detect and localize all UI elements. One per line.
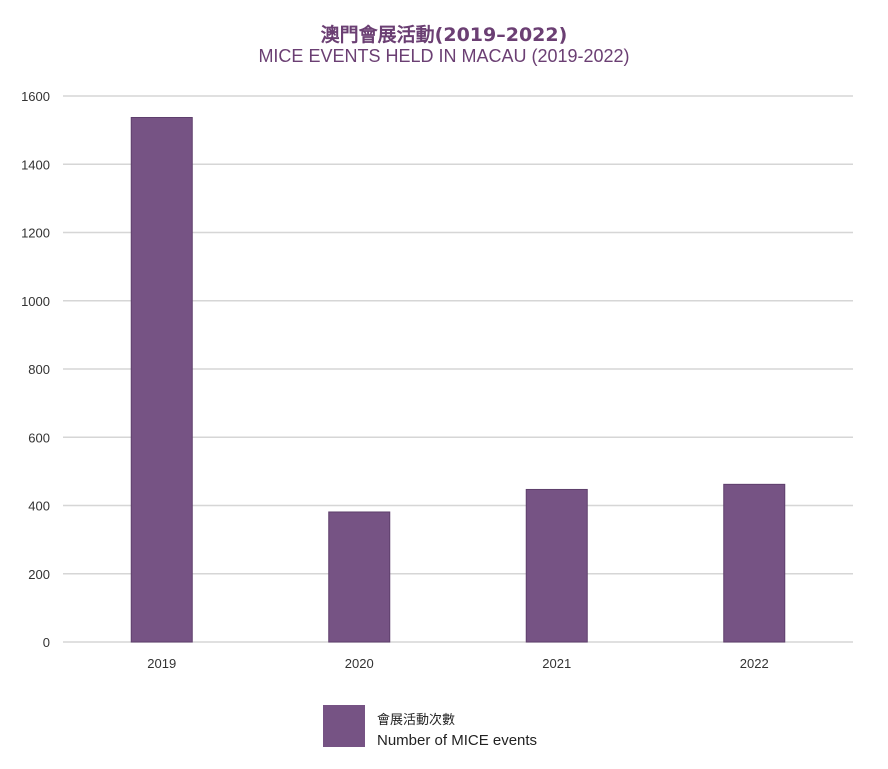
y-tick-label-1200: 1200 xyxy=(21,226,50,241)
chart-title: 澳門會展活動(2019–2022) xyxy=(320,24,568,46)
x-tick-label-2022: 2022 xyxy=(740,656,769,671)
bar-2020 xyxy=(328,511,391,643)
y-axis-ticks: 0 200 400 600 800 1000 1200 1400 1600 xyxy=(21,89,50,650)
legend-swatch xyxy=(323,705,365,747)
y-tick-label-800: 800 xyxy=(28,362,50,377)
bar-2019 xyxy=(130,116,193,643)
chart-subtitle: MICE EVENTS HELD IN MACAU (2019-2022) xyxy=(258,46,630,66)
y-tick-label-1600: 1600 xyxy=(21,89,50,104)
y-tick-label-0: 0 xyxy=(43,635,50,650)
bar-2022 xyxy=(723,483,786,643)
legend-label-zh: 會展活動次數 xyxy=(377,713,456,728)
y-tick-label-200: 200 xyxy=(28,567,50,582)
y-tick-label-600: 600 xyxy=(28,430,50,445)
x-tick-label-2021: 2021 xyxy=(542,656,571,671)
gridlines xyxy=(63,95,853,643)
x-tick-label-2019: 2019 xyxy=(147,656,176,671)
x-axis-ticks: 2019 2020 2021 2022 xyxy=(147,656,768,671)
bars xyxy=(130,116,786,643)
y-tick-label-1000: 1000 xyxy=(21,294,50,309)
bar-2021 xyxy=(525,488,588,643)
y-tick-label-400: 400 xyxy=(28,499,50,514)
y-tick-label-1400: 1400 xyxy=(21,157,50,172)
x-tick-label-2020: 2020 xyxy=(345,656,374,671)
legend-label-en: Number of MICE events xyxy=(377,732,538,749)
